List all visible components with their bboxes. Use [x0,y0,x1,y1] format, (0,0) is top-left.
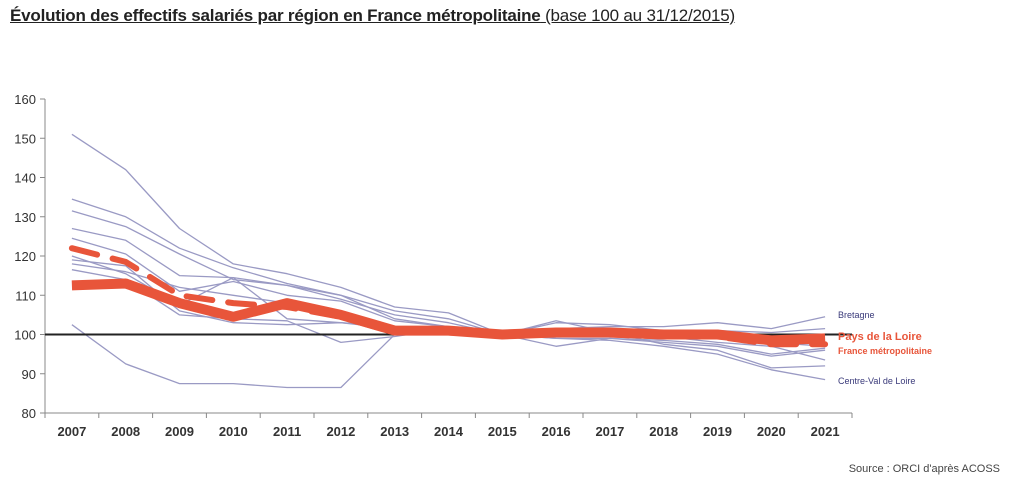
x-tick-label: 2010 [219,424,248,439]
chart-title-main: Évolution des effectifs salariés par rég… [10,6,541,25]
y-tick-label: 80 [22,406,36,421]
y-tick-label: 110 [15,288,36,303]
chart-title: Évolution des effectifs salariés par rég… [10,6,735,26]
series-line-region [71,210,826,345]
x-tick-label: 2017 [595,424,624,439]
x-tick-label: 2007 [57,424,86,439]
x-tick-label: 2021 [811,424,840,439]
x-tick-label: 2009 [165,424,194,439]
x-tick-label: 2012 [326,424,355,439]
x-tick-label: 2014 [434,424,464,439]
label-bretagne: Bretagne [838,310,875,320]
y-tick-label: 160 [14,92,36,107]
series-line-pays-de-la-loire [71,278,826,346]
x-tick-label: 2016 [542,424,571,439]
label-france-metropolitaine: France métropolitaine [838,346,932,356]
label-centre-val-de-loire: Centre-Val de Loire [838,376,915,386]
x-tick-label: 2018 [649,424,678,439]
series-line-region [71,198,826,340]
y-tick-label: 130 [14,210,36,225]
x-tick-label: 2011 [273,424,301,439]
x-tick-label: 2015 [488,424,517,439]
x-tick-label: 2008 [111,424,140,439]
y-tick-label: 150 [14,131,36,146]
chart-title-subtitle: (base 100 au 31/12/2015) [545,6,736,25]
series-line-region [71,263,826,336]
label-pays-de-la-loire: Pays de la Loire [838,331,922,343]
y-tick-label: 90 [22,367,36,382]
y-tick-label: 140 [14,171,36,186]
x-tick-label: 2020 [757,424,786,439]
y-tick-label: 100 [14,328,36,343]
x-tick-label: 2013 [380,424,409,439]
y-tick-label: 120 [14,249,36,264]
source-note: Source : ORCI d'après ACOSS [848,463,1000,475]
x-tick-label: 2019 [703,424,732,439]
